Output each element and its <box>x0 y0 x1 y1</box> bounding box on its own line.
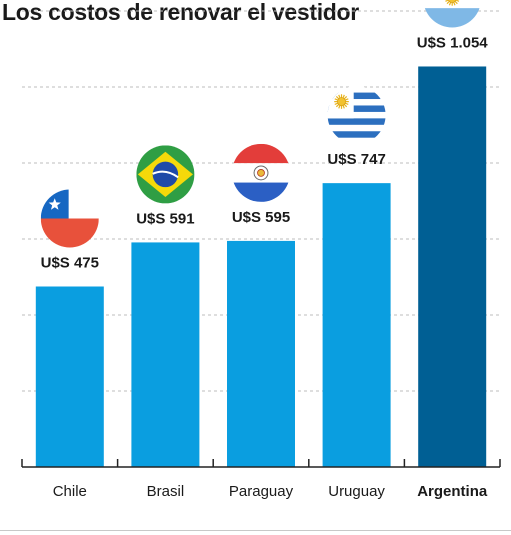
brazil-flag-icon <box>136 145 195 204</box>
bar-argentina <box>418 66 487 467</box>
bar-uruguay <box>322 183 391 467</box>
chile-flag-icon <box>40 189 99 248</box>
bar-chile <box>35 286 104 467</box>
value-label: U$S 1.054 <box>417 34 489 51</box>
value-label: U$S 595 <box>232 209 290 226</box>
category-label: Argentina <box>417 483 488 500</box>
value-label: U$S 475 <box>41 255 99 272</box>
category-label: Chile <box>53 483 87 500</box>
category-label: Brasil <box>147 483 185 500</box>
flags <box>40 0 482 248</box>
bars <box>35 66 487 467</box>
value-label: U$S 747 <box>327 151 385 168</box>
paraguay-flag-icon <box>232 143 290 202</box>
bar-brasil <box>131 242 200 467</box>
category-label: Uruguay <box>328 483 385 500</box>
category-labels: Chile Brasil Paraguay Uruguay Argentina <box>53 483 488 500</box>
value-labels: U$S 475 U$S 591 U$S 595 U$S 747 U$S 1.054 <box>41 34 489 271</box>
bar-paraguay <box>227 240 295 467</box>
category-label: Paraguay <box>229 483 294 500</box>
uruguay-flag-icon <box>327 86 386 145</box>
x-axis-ticks <box>21 459 501 467</box>
argentina-flag-icon <box>423 0 482 28</box>
bottom-divider <box>0 530 511 531</box>
chart-title: Los costos de renovar el vestidor <box>2 0 359 25</box>
value-label: U$S 591 <box>136 210 194 227</box>
